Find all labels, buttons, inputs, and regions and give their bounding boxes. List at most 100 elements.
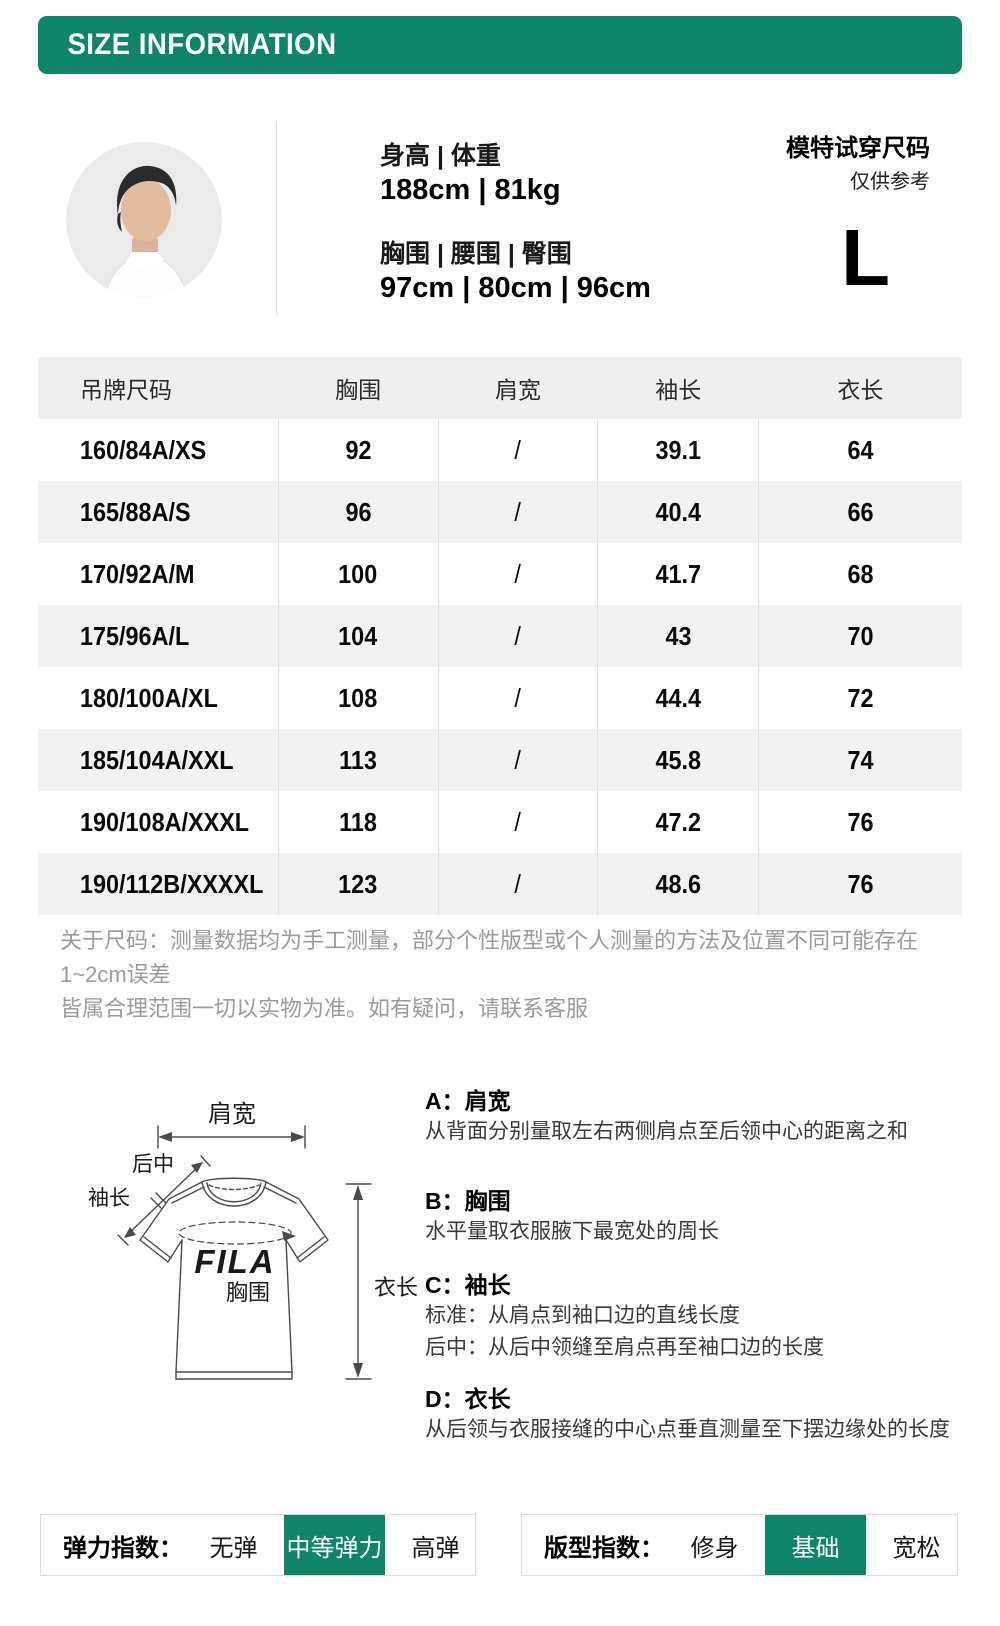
size-note-line1: 关于尺码：测量数据均为手工测量，部分个性版型或个人测量的方法及位置不同可能存在1… [60, 928, 919, 987]
size-table-cell: 92 [278, 419, 439, 481]
fit-options: 修身 基础 宽松 [664, 1515, 967, 1575]
model-fit-block: 模特试穿尺码 仅供参考 L [786, 134, 930, 298]
fit-index-box: 版型指数： 修身 基础 宽松 [521, 1514, 958, 1576]
size-table-cell: 43 [597, 605, 760, 667]
size-table-row: 165/88A/S 96/40.4 66 [38, 481, 962, 543]
size-table-cell: 160/84A/XS [38, 419, 279, 481]
explanation-title: C：袖长 [425, 1272, 511, 1298]
column-header-chest: 胸围 [278, 357, 439, 419]
model-fit-title: 模特试穿尺码 [786, 135, 930, 162]
size-table-row: 170/92A/M 100/41.7 68 [38, 543, 962, 605]
size-table-cell: / [438, 481, 599, 543]
column-header-shoulder: 肩宽 [438, 357, 598, 419]
explanation-text: 后中：从后中领缝至肩点再至袖口边的长度 [425, 1336, 824, 1359]
explanation-text: 从背面分别量取左右两侧肩点至后领中心的距离之和 [425, 1120, 908, 1143]
chest-waist-hip-group: 胸围 | 腰围 | 臀围 97cm | 80cm | 96cm [380, 238, 651, 306]
chest-waist-hip-value: 97cm | 80cm | 96cm [380, 272, 651, 304]
explanation-block: A：肩宽 从背面分别量取左右两侧肩点至后领中心的距离之和 [425, 1086, 970, 1148]
size-table-cell: / [438, 419, 599, 481]
size-table-cell: 190/108A/XXXL [38, 791, 279, 853]
size-table-cell: 175/96A/L [38, 605, 279, 667]
size-note: 关于尺码：测量数据均为手工测量，部分个性版型或个人测量的方法及位置不同可能存在1… [60, 924, 960, 1026]
explanation-text: 水平量取衣服腋下最宽处的周长 [425, 1220, 719, 1243]
model-fit-size: L [841, 213, 890, 302]
size-table-cell: 190/112B/XXXXL [38, 853, 279, 915]
elasticity-index-box: 弹力指数： 无弹 中等弹力 高弹 [40, 1514, 476, 1576]
fila-logo: FILA [194, 1243, 275, 1280]
diagram-sleeve-label: 袖长 [88, 1187, 130, 1210]
size-table-cell: / [438, 729, 599, 791]
size-table-cell: 104 [278, 605, 439, 667]
size-table-row: 175/96A/L 104/43 70 [38, 605, 962, 667]
size-table-cell: 41.7 [597, 543, 760, 605]
index-option: 无弹 [209, 1534, 258, 1562]
size-note-line2: 皆属合理范围一切以实物为准。如有疑问，请联系客服 [60, 996, 589, 1021]
column-header-tag-size: 吊牌尺码 [38, 357, 279, 419]
diagram-length-label: 衣长 [374, 1275, 418, 1300]
size-table-header-row: 吊牌尺码 胸围 肩宽 袖长 衣长 [38, 357, 962, 419]
size-table-cell: 64 [847, 434, 874, 465]
model-stats: 身高 | 体重 188cm | 81kg 胸围 | 腰围 | 臀围 97cm |… [380, 140, 651, 336]
size-table-cell: 96 [278, 481, 439, 543]
size-table-cell: 47.2 [597, 791, 760, 853]
size-table-cell: 165/88A/S [38, 481, 279, 543]
size-table-cell: 185/104A/XXL [38, 729, 279, 791]
explanation-title: D：衣长 [425, 1386, 511, 1412]
height-weight-value: 188cm | 81kg [380, 174, 561, 206]
explanation-text: 从后领与衣服接缝的中心点垂直测量至下摆边缘处的长度 [425, 1418, 950, 1441]
index-option-selected: 中等弹力 [284, 1515, 385, 1575]
size-table-cell: 70 [847, 620, 874, 651]
size-table-cell: / [438, 667, 599, 729]
index-option: 高弹 [411, 1534, 460, 1562]
size-table: 吊牌尺码 胸围 肩宽 袖长 衣长 160/84A/XS 92/39.1 64 165/… [38, 357, 962, 915]
height-weight-label: 身高 | 体重 [380, 142, 501, 170]
index-option: 宽松 [892, 1534, 941, 1562]
explanation-block: D：衣长从后领与衣服接缝的中心点垂直测量至下摆边缘处的长度 [425, 1384, 970, 1446]
diagram-shoulder-label: 肩宽 [208, 1101, 256, 1128]
size-table-cell: 68 [847, 558, 874, 589]
size-table-cell: / [438, 853, 599, 915]
explanation-text: 标准：从肩点到袖口边的直线长度 [425, 1304, 740, 1327]
fit-index-label: 版型指数： [544, 1534, 664, 1562]
column-header-length: 衣长 [758, 357, 962, 419]
explanation-block: B：胸围 水平量取衣服腋下最宽处的周长 [425, 1186, 970, 1248]
column-header-sleeve: 袖长 [597, 357, 759, 419]
size-table-cell: 100 [278, 543, 439, 605]
index-option-selected: 基础 [765, 1515, 866, 1575]
size-table-cell: 113 [278, 729, 439, 791]
size-table-cell: 170/92A/M [38, 543, 279, 605]
model-fit-note: 仅供参考 [850, 171, 930, 193]
size-table-cell: 44.4 [597, 667, 760, 729]
size-table-cell: 180/100A/XL [38, 667, 279, 729]
diagram-chest-label: 胸围 [226, 1280, 270, 1305]
model-avatar [66, 142, 222, 298]
size-table-cell: / [438, 543, 599, 605]
index-option: 修身 [690, 1534, 739, 1562]
elasticity-options: 无弹 中等弹力 高弹 [183, 1515, 486, 1575]
tshirt-measure-diagram: 肩宽 后中 袖长 FILA 胸围 衣长 [88, 1101, 418, 1380]
size-table-cell: 74 [847, 744, 874, 775]
size-table-cell: 40.4 [597, 481, 760, 543]
size-table-row: 185/104A/XXL 113/45.8 74 [38, 729, 962, 791]
size-table-cell: 118 [278, 791, 439, 853]
size-table-cell: 76 [847, 868, 874, 899]
size-table-row: 160/84A/XS 92/39.1 64 [38, 419, 962, 481]
size-table-cell: 123 [278, 853, 439, 915]
size-table-cell: 66 [847, 496, 874, 527]
size-table-cell: 48.6 [597, 853, 760, 915]
elasticity-index-label: 弹力指数： [63, 1534, 183, 1562]
size-table-cell: 72 [847, 682, 874, 713]
size-table-cell: 39.1 [597, 419, 760, 481]
size-table-cell: / [438, 791, 599, 853]
section-title: SIZE INFORMATION [67, 28, 337, 61]
explanation-block: C：袖长标准：从肩点到袖口边的直线长度后中：从后中领缝至肩点再至袖口边的长度 [425, 1270, 970, 1364]
vertical-divider [276, 122, 277, 316]
size-table-cell: 45.8 [597, 729, 760, 791]
size-table-row: 190/108A/XXXL 118/47.2 76 [38, 791, 962, 853]
size-table-cell: 108 [278, 667, 439, 729]
size-table-cell: 76 [847, 806, 874, 837]
diagram-back-center-label: 后中 [132, 1153, 174, 1176]
model-portrait-illustration [66, 142, 222, 298]
chest-waist-hip-label: 胸围 | 腰围 | 臀围 [380, 240, 572, 268]
